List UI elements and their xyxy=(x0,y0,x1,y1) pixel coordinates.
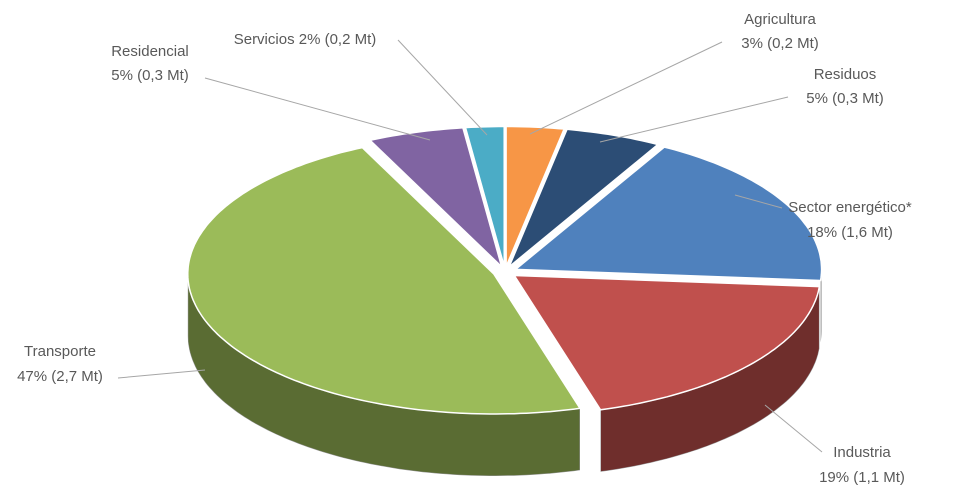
value-label: 19% (1,1 Mt) xyxy=(819,469,905,486)
leader-line xyxy=(397,39,488,136)
value-label: 2% (0,2 Mt) xyxy=(299,31,377,48)
slice xyxy=(508,128,660,268)
category-label: Industria xyxy=(833,444,891,461)
leader-line xyxy=(204,77,431,141)
category-label: Residencial xyxy=(111,43,189,60)
value-label: 18% (1,6 Mt) xyxy=(807,224,893,241)
slice-side-shade xyxy=(820,269,822,343)
slice xyxy=(368,127,504,270)
category-label: Agricultura xyxy=(744,11,816,28)
slice xyxy=(187,146,582,415)
slice xyxy=(505,125,566,267)
category-label: Servicios xyxy=(234,31,295,48)
leader-line xyxy=(599,96,789,143)
value-label: 3% (0,2 Mt) xyxy=(741,35,819,52)
leader-line xyxy=(117,369,206,379)
category-label: Residuos xyxy=(814,66,877,83)
data-label: Servicios 2% (0,2 Mt) xyxy=(234,31,377,48)
leader-line xyxy=(734,194,783,209)
slice xyxy=(464,125,505,267)
slice-side-shade xyxy=(600,286,820,472)
slice xyxy=(512,274,821,411)
value-label: 5% (0,3 Mt) xyxy=(806,90,884,107)
leader-line xyxy=(764,404,823,453)
category-label: Sector energético* xyxy=(788,199,912,216)
value-label: 47% (2,7 Mt) xyxy=(17,368,103,385)
slice-side-shade xyxy=(187,274,581,476)
value-label: 5% (0,3 Mt) xyxy=(111,67,189,84)
leader-line xyxy=(529,41,723,135)
category-label: Transporte xyxy=(24,343,96,360)
slice xyxy=(513,146,823,282)
